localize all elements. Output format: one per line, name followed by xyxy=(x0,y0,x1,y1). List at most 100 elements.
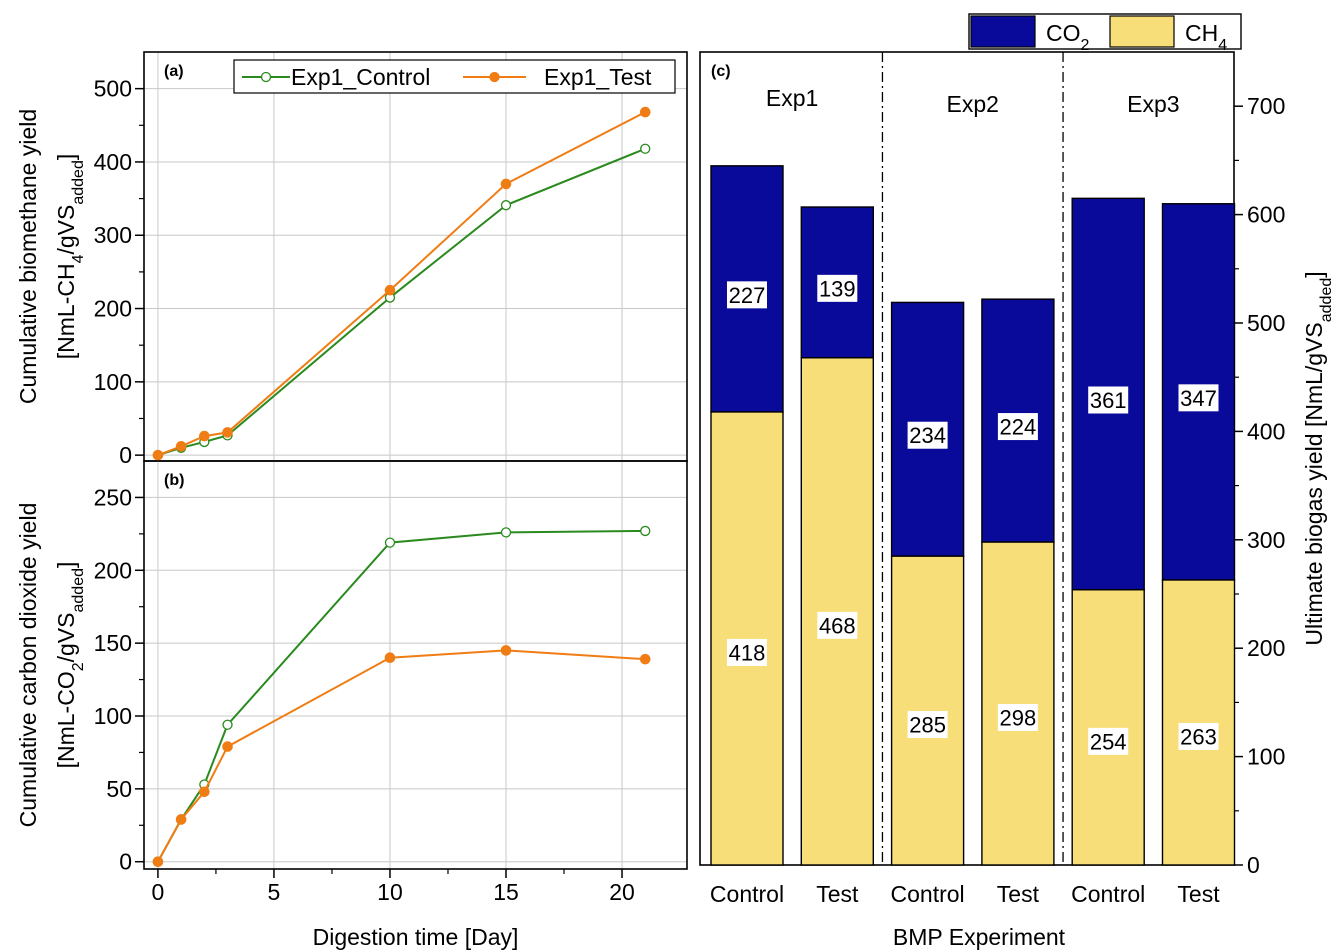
y-tick-label: 150 xyxy=(94,630,132,656)
bar-value-ch4: 418 xyxy=(729,640,766,665)
y-axis-label-part: ] xyxy=(53,562,79,568)
y-tick-label: 200 xyxy=(94,296,132,322)
data-point-Exp1_Control xyxy=(384,537,396,548)
bar-value-ch4-box xyxy=(1178,722,1219,750)
data-point-Exp1_Control xyxy=(222,719,233,730)
legend: Exp1_Control Exp1_Test xyxy=(233,59,676,94)
series-line-Exp1_Control xyxy=(157,529,646,863)
bar-value-ch4-box xyxy=(727,638,767,666)
y-tick-label: 100 xyxy=(94,703,132,729)
plot-frame xyxy=(143,460,688,870)
data-point-Exp1_Test xyxy=(222,427,233,438)
y-axis-label-line1: Cumulative carbon dioxide yield xyxy=(15,503,41,828)
series-line-Exp1_Test xyxy=(157,111,646,457)
y-axis-label-part: ] xyxy=(53,154,79,160)
y-tick-label: 200 xyxy=(94,557,132,583)
bar-value-ch4-box xyxy=(997,703,1038,731)
panel-b-carbon-dioxide-chart: 0 50 100 150 200 250 0 5 10 15 20 Digestion time [D… xyxy=(15,460,688,950)
series-line-Exp1_Control xyxy=(157,147,646,457)
data-point-Exp1_Test xyxy=(222,741,233,752)
y-tick-label: 500 xyxy=(1247,310,1285,336)
bar-value-co2: 347 xyxy=(1180,386,1217,411)
x-tick-label: Control xyxy=(710,881,784,907)
y-axis-label-subscript: 4 xyxy=(70,254,87,263)
legend-label-part: CH xyxy=(1185,20,1218,46)
bar-value-co2-box xyxy=(997,413,1038,441)
x-tick-label: 0 xyxy=(152,879,165,905)
panel-tag: (a) xyxy=(164,63,184,80)
data-point-Exp1_Test xyxy=(175,441,187,452)
bar-value-ch4-box xyxy=(907,711,948,739)
x-tick-label: 20 xyxy=(609,879,635,905)
data-point-Exp1_Control xyxy=(640,143,651,154)
bar-value-ch4: 254 xyxy=(1090,729,1127,754)
bar-segment-ch4 xyxy=(1071,588,1145,866)
group-label: Exp1 xyxy=(766,85,818,111)
bar-value-ch4: 263 xyxy=(1180,724,1217,749)
bar-value-co2-box xyxy=(817,274,858,302)
group-label: Exp2 xyxy=(947,91,999,117)
bar-value-ch4-box xyxy=(1088,727,1129,755)
y-axis-label-line1: Cumulative biomethane yield xyxy=(15,109,41,404)
data-point-Exp1_Test xyxy=(152,856,164,868)
y-tick-label: 100 xyxy=(1247,744,1285,770)
bar-value-co2-box xyxy=(727,281,767,309)
bar-value-co2: 234 xyxy=(909,423,946,448)
legend-label-part: CO xyxy=(1046,20,1081,46)
y-tick-label: 500 xyxy=(94,76,132,102)
y-tick-label: 0 xyxy=(119,849,132,875)
x-tick-label: Control xyxy=(891,881,965,907)
bar-value-ch4: 285 xyxy=(909,713,946,738)
y-tick-label: 700 xyxy=(1247,93,1285,119)
y-axis-label-part: Ultimate biogas yield [NmL/gVS xyxy=(1301,322,1327,645)
y-tick-label: 50 xyxy=(106,776,132,802)
data-point-Exp1_Test xyxy=(500,178,512,190)
bar-segment-ch4 xyxy=(981,541,1055,866)
y-tick-label: 400 xyxy=(1247,418,1285,444)
y-tick-label: 300 xyxy=(1247,527,1285,553)
data-point-Exp1_Control xyxy=(640,525,651,537)
data-point-Exp1_Control xyxy=(500,527,512,538)
y-axis-label-part: [NmL-CH xyxy=(53,263,79,359)
y-axis-label-part: ] xyxy=(1301,271,1327,277)
y-axis-label: Ultimate biogas yield [NmL/gVSadded] xyxy=(1301,271,1335,645)
data-point-Exp1_Test xyxy=(199,430,210,442)
group-label: Exp3 xyxy=(1127,91,1179,117)
x-tick-label: 5 xyxy=(268,879,281,905)
y-axis-label-subscript: 2 xyxy=(70,662,87,671)
data-point-Exp1_Test xyxy=(384,284,396,296)
legend-label-subscript: 2 xyxy=(1081,37,1090,54)
bar-value-co2: 361 xyxy=(1090,388,1127,413)
x-tick-label: Test xyxy=(816,881,859,907)
legend: CO2 CH4 xyxy=(968,13,1242,54)
bar-value-ch4: 468 xyxy=(819,613,856,638)
legend-label-Exp1_Control: Exp1_Control xyxy=(291,64,430,90)
bar-segment-ch4 xyxy=(800,356,874,866)
legend-box xyxy=(233,59,676,94)
legend-label-co2: CO2 xyxy=(1046,20,1090,54)
x-tick-label: 15 xyxy=(493,879,519,905)
data-point-Exp1_Test xyxy=(639,106,651,118)
bar-value-co2: 224 xyxy=(1000,415,1037,440)
y-tick-label: 100 xyxy=(94,369,132,395)
x-axis-label: BMP Experiment xyxy=(893,924,1066,950)
y-tick-label: 0 xyxy=(119,442,132,468)
x-tick-label: 10 xyxy=(377,879,403,905)
bar-segment-ch4 xyxy=(890,555,965,866)
plot-frame xyxy=(143,51,688,462)
bar-value-co2: 227 xyxy=(729,283,766,308)
y-tick-label: 600 xyxy=(1247,202,1285,228)
data-point-Exp1_Control xyxy=(500,200,512,211)
bar-value-ch4: 298 xyxy=(1000,705,1037,730)
bar-segment-ch4 xyxy=(1161,579,1236,866)
data-point-Exp1_Test xyxy=(152,449,164,461)
x-tick-label: Test xyxy=(997,881,1040,907)
y-tick-label: 250 xyxy=(94,484,132,510)
legend-swatch-co2 xyxy=(970,15,1036,48)
legend-marker-Exp1_Control xyxy=(260,71,272,83)
y-axis-label-line2: [NmL-CO2/gVSadded] xyxy=(53,562,87,769)
x-tick-label: Test xyxy=(1177,881,1220,907)
y-axis-label-part: /gVS xyxy=(53,612,79,662)
panel-c-biogas-bar-chart: 0 100 200 300 400 500 600 700 Ultimate biogas yi… xyxy=(699,13,1335,950)
y-axis-label-line2: [NmL-CH4/gVSadded] xyxy=(53,154,87,360)
